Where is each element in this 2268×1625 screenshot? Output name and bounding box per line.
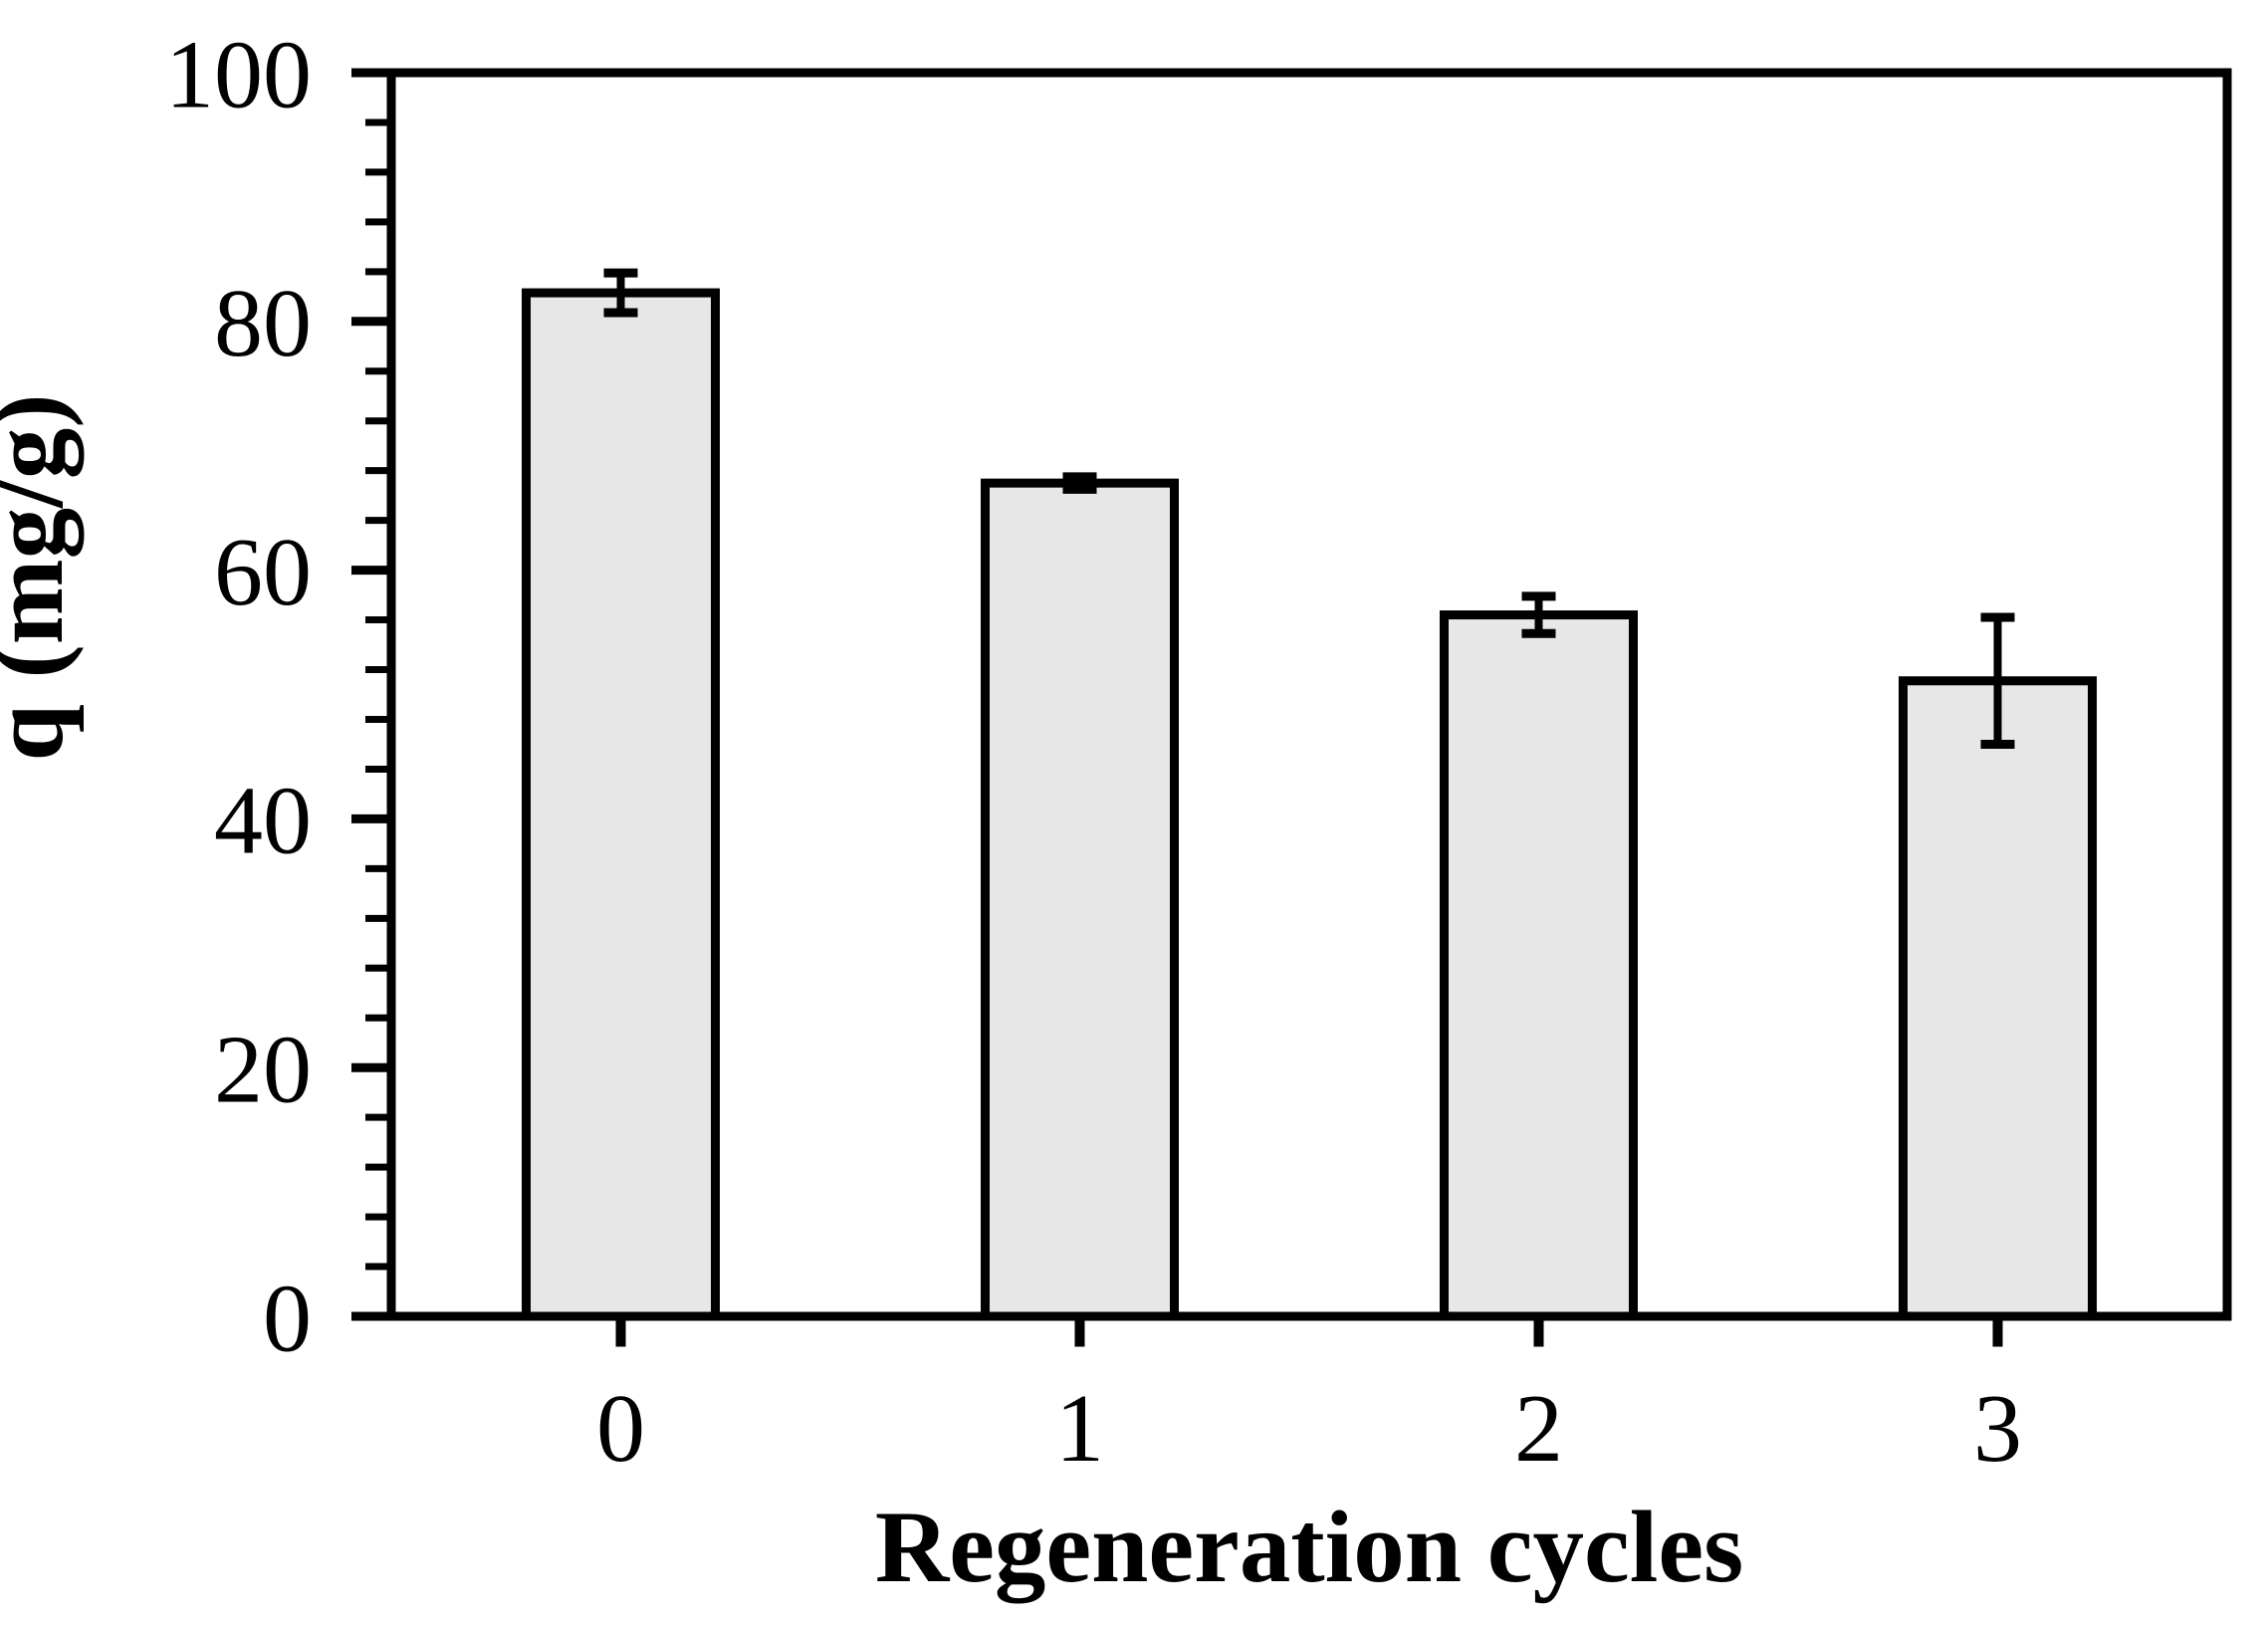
error-bar-cycle-0 bbox=[603, 268, 638, 318]
y-tick-label: 20 bbox=[214, 1017, 312, 1124]
x-tick-label: 2 bbox=[1514, 1375, 1563, 1483]
error-bar-cycle-3 bbox=[1980, 612, 2015, 749]
x-tick-label: 0 bbox=[596, 1375, 645, 1483]
y-axis-title: q (mg/g) bbox=[0, 393, 85, 761]
y-tick-label: 100 bbox=[165, 21, 312, 128]
y-tick-label: 80 bbox=[214, 270, 312, 377]
plot-frame bbox=[386, 68, 2232, 1321]
error-bars-group bbox=[603, 268, 2015, 749]
x-tick-label: 1 bbox=[1055, 1375, 1104, 1483]
axes-group bbox=[351, 68, 2232, 1347]
y-tick-label: 40 bbox=[214, 768, 312, 875]
y-tick-label: 60 bbox=[214, 519, 312, 626]
tick-labels-group: 0 20 40 60 80 100 0 1 2 3 bbox=[165, 21, 2022, 1483]
bar-cycle-0 bbox=[522, 288, 720, 1321]
bar-cycle-1 bbox=[981, 478, 1179, 1321]
bar-cycle-2 bbox=[1440, 610, 1638, 1321]
bars-group bbox=[522, 288, 2097, 1321]
x-axis-title: Regeneration cycles bbox=[875, 1491, 1743, 1604]
error-bar-cycle-2 bbox=[1521, 591, 1556, 638]
x-tick-label: 3 bbox=[1973, 1375, 2022, 1483]
error-bar-cycle-1 bbox=[1062, 472, 1097, 494]
bar-cycle-3 bbox=[1899, 676, 2097, 1321]
y-tick-label: 0 bbox=[263, 1265, 312, 1372]
